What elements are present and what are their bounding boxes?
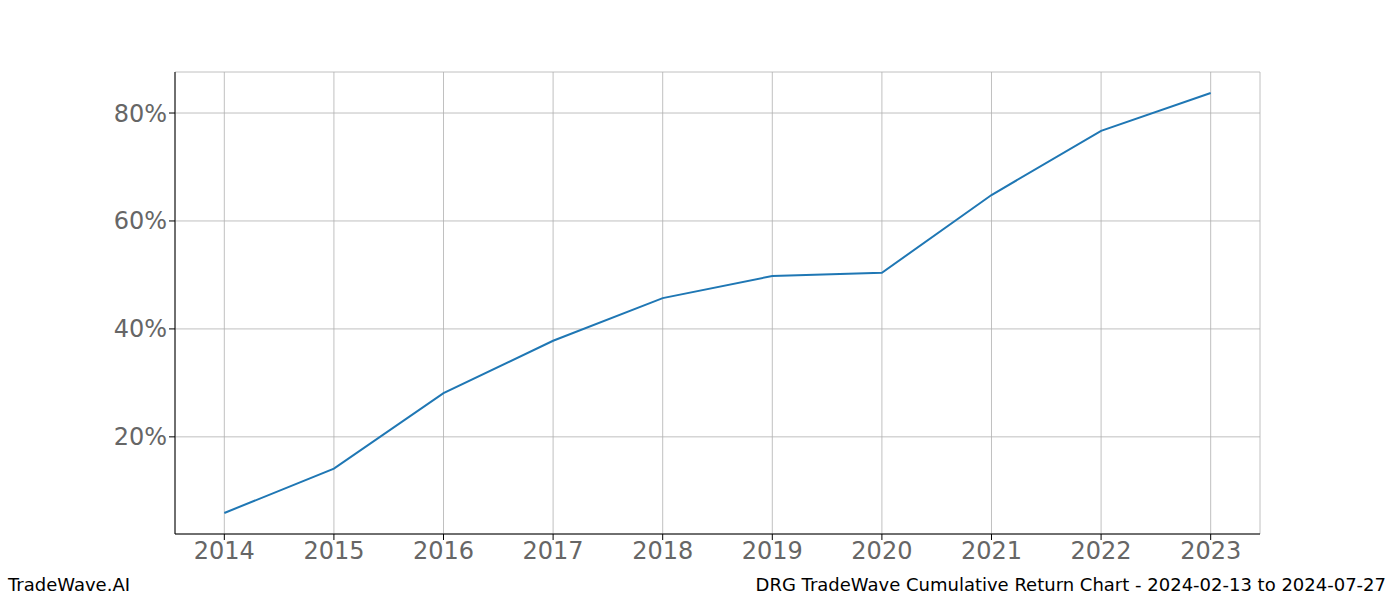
html-text:TradeWave.AI: TradeWave.AI xyxy=(8,574,130,595)
html-text:DRG TradeWave Cumulative Retur: DRG TradeWave Cumulative Return Chart - … xyxy=(755,574,1386,595)
svg-text:2015: 2015 xyxy=(303,537,364,565)
svg-text:2021: 2021 xyxy=(961,537,1022,565)
svg-text:20%: 20% xyxy=(114,423,167,451)
svg-text:40%: 40% xyxy=(114,315,167,343)
svg-text:2020: 2020 xyxy=(851,537,912,565)
svg-text:2016: 2016 xyxy=(413,537,474,565)
svg-text:2019: 2019 xyxy=(742,537,803,565)
svg-text:2018: 2018 xyxy=(632,537,693,565)
svg-text:2014: 2014 xyxy=(194,537,255,565)
svg-text:60%: 60% xyxy=(114,207,167,235)
svg-text:80%: 80% xyxy=(114,100,167,128)
svg-text:2023: 2023 xyxy=(1180,537,1241,565)
svg-text:2017: 2017 xyxy=(523,537,584,565)
svg-text:2022: 2022 xyxy=(1071,537,1132,565)
